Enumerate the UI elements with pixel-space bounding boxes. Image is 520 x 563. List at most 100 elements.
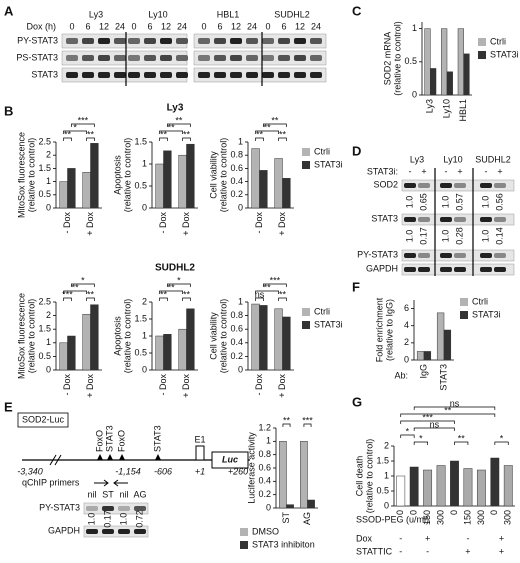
blot-band	[454, 217, 466, 222]
blot-band	[176, 72, 188, 78]
sig-label: *	[177, 275, 181, 285]
cell-line: HBL1	[217, 9, 240, 19]
y-axis-label: SOD2 mRNA	[382, 32, 392, 86]
blot-strip	[193, 33, 327, 49]
y-tick-label: 2.5	[38, 296, 51, 306]
sig-label: ns	[450, 398, 460, 408]
y-tick-label: 0	[412, 89, 417, 99]
sig-label: *	[81, 275, 85, 285]
time: 0	[201, 21, 206, 31]
blot-band	[494, 183, 506, 188]
y-tick-label: 0.8	[230, 310, 243, 320]
y-tick-label: 1	[412, 23, 417, 33]
lane: -	[445, 166, 448, 176]
y-tick-label: 0	[404, 354, 409, 364]
y-tick-label: 0	[46, 202, 51, 212]
y-axis-label: (relative to control)	[364, 439, 374, 514]
y-axis-label: Cell viability	[208, 312, 218, 360]
blot-band	[480, 267, 492, 272]
sig-label: **	[279, 129, 287, 139]
position: +1	[195, 466, 205, 476]
y-tick-label: 1	[238, 296, 243, 306]
ratio: 0.17	[102, 510, 112, 528]
blot-band	[310, 38, 322, 44]
panel-letter: G	[352, 394, 362, 409]
bar	[163, 150, 172, 209]
sig-label: **	[160, 289, 168, 299]
bar	[251, 148, 260, 209]
legend-label: Ctrli	[314, 306, 330, 316]
row-label: GAPDH	[48, 525, 80, 535]
construct: SOD2-Luc	[22, 414, 65, 424]
time: 6	[281, 21, 286, 31]
legend-label: STAT3 inhibiton	[252, 539, 315, 549]
sig-bracket	[255, 137, 264, 141]
blot-band	[278, 55, 290, 61]
y-axis-label: Cell death	[354, 456, 364, 497]
y-tick-label: 0	[238, 364, 243, 374]
bar	[424, 28, 431, 96]
site	[155, 454, 161, 460]
time: 6	[217, 21, 222, 31]
sig-bracket	[63, 130, 87, 134]
blot-band	[128, 55, 140, 61]
panel-letter: B	[4, 103, 13, 118]
panel-letter: E	[4, 399, 13, 414]
row-value: -	[426, 546, 429, 556]
cell-line: SUDHL2	[475, 154, 511, 164]
blot-band	[246, 38, 258, 44]
x-axis-label: SSOD-PEG (u/ml)	[356, 514, 429, 524]
sig-bracket	[278, 137, 287, 141]
blot-strip	[193, 50, 327, 66]
y-tick-label: 0.5	[404, 56, 417, 66]
x-tick-label: HBL1	[458, 99, 468, 122]
sig-label: **	[168, 282, 176, 292]
blot-band	[404, 267, 416, 272]
sig-bracket	[167, 283, 191, 287]
time: 0	[69, 21, 74, 31]
time: 0	[265, 21, 270, 31]
y-axis-label: MitoSox fluorescence	[16, 293, 26, 379]
y-tick-label: 0.6	[230, 163, 243, 173]
y-axis-label: (relative to control)	[122, 299, 132, 374]
sig-bracket	[400, 420, 455, 424]
site	[107, 454, 113, 460]
row-value: -	[399, 533, 402, 543]
blot-band	[198, 55, 210, 61]
blot-band	[144, 72, 156, 78]
blot-band	[144, 38, 156, 44]
y-tick-label: 0	[142, 202, 147, 212]
sig-bracket	[413, 427, 455, 431]
x-tick-label: + Dox	[85, 212, 95, 236]
row-label: PY-STAT3	[17, 35, 58, 45]
legend-label: STAT3i	[314, 159, 343, 169]
bar	[450, 460, 459, 507]
y-axis-label: MitoSox fluorescence	[16, 132, 26, 218]
label: STAT3i:	[367, 166, 398, 176]
time: 12	[161, 21, 171, 31]
legend-swatch	[478, 51, 486, 59]
blot-band	[66, 38, 78, 44]
blot-band	[128, 72, 140, 78]
ratio: 0.65	[418, 193, 428, 211]
y-tick-label: 0.6	[230, 324, 243, 334]
bar	[259, 305, 268, 371]
y-axis-label: Luciferase activity	[246, 432, 256, 504]
sig-label: ***	[270, 275, 281, 285]
blot-band	[246, 72, 258, 78]
blot-band	[82, 55, 94, 61]
y-tick-label: 2	[384, 440, 389, 450]
x-tick-label: 0	[409, 510, 419, 515]
row-value: +	[425, 533, 430, 543]
position: +260	[228, 466, 248, 476]
time: 24	[247, 21, 257, 31]
sig-label: ***	[62, 289, 73, 299]
y-tick-label: 1	[142, 330, 147, 340]
x-axis-label: Ab:	[394, 370, 408, 380]
sig-bracket	[255, 297, 264, 301]
blot-band	[176, 55, 188, 61]
blot-band	[440, 217, 452, 222]
x-tick-label: 300	[435, 510, 445, 525]
ratio: 1.0	[404, 230, 414, 243]
bar	[178, 154, 187, 209]
